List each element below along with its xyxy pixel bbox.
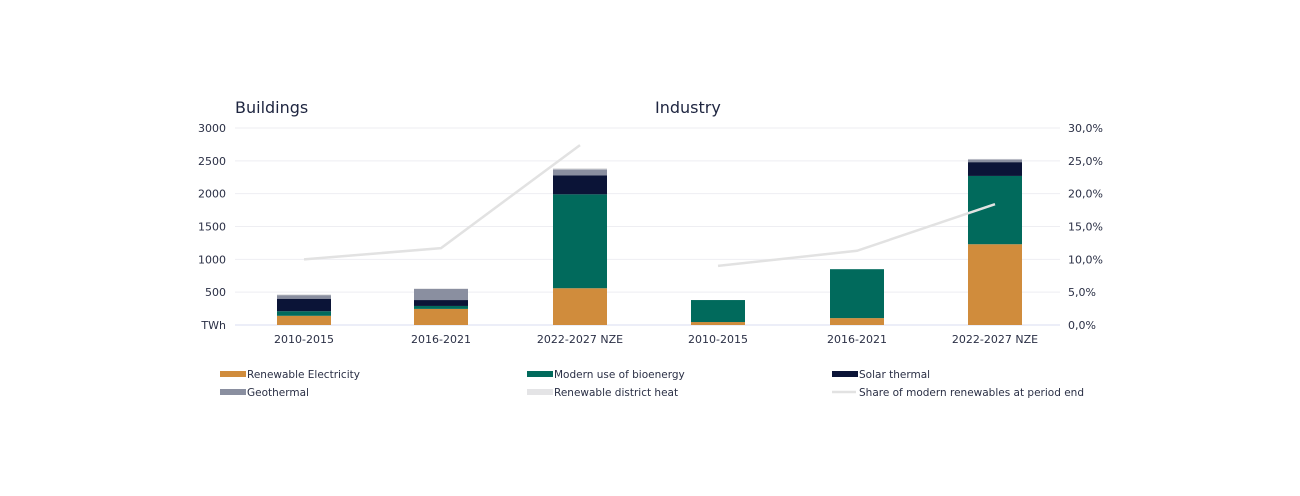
y-left-tick-label: 1500 <box>198 221 226 234</box>
bar-segment <box>830 318 884 325</box>
legend-swatch <box>832 371 858 377</box>
bar-segment <box>277 315 331 325</box>
legend-swatch <box>527 389 553 395</box>
bar-segment <box>691 300 745 323</box>
bar-segment <box>277 295 331 299</box>
bar-segment <box>277 294 331 296</box>
bar-segment <box>968 162 1022 176</box>
legend-label: Geothermal <box>247 387 309 399</box>
bar-segment <box>553 169 607 176</box>
legend-swatch <box>527 371 553 377</box>
bar-segment <box>414 305 468 309</box>
legend-label: Share of modern renewables at period end <box>859 387 1084 399</box>
bar-segment <box>414 288 468 289</box>
bar-segment <box>830 269 884 319</box>
y-right-tick-label: 25,0% <box>1068 155 1103 168</box>
x-tick-label: 2010-2015 <box>688 333 748 346</box>
bar-segment <box>968 158 1022 160</box>
legend-swatch <box>220 371 246 377</box>
x-tick-label: 2022-2027 NZE <box>537 333 623 346</box>
bar-segment <box>553 194 607 289</box>
panel-title: Industry <box>655 98 721 117</box>
legend-label: Renewable Electricity <box>247 369 360 381</box>
y-right-tick-label: 0,0% <box>1068 319 1096 332</box>
y-left-tick-label: 2000 <box>198 188 226 201</box>
bar-segment <box>277 311 331 316</box>
bar-segment <box>277 298 331 312</box>
y-right-tick-label: 30,0% <box>1068 122 1103 135</box>
legend-label: Modern use of bioenergy <box>554 369 685 381</box>
bar-segment <box>691 322 745 325</box>
share-line <box>303 144 581 261</box>
y-right-tick-label: 10,0% <box>1068 253 1103 266</box>
y-right-tick-label: 5,0% <box>1068 286 1096 299</box>
x-tick-label: 2016-2021 <box>411 333 471 346</box>
y-left-tick-label: 1000 <box>198 253 226 266</box>
bar-segment <box>553 288 607 325</box>
y-left-tick-label: 500 <box>205 286 226 299</box>
legend-swatch <box>220 389 246 395</box>
x-tick-label: 2022-2027 NZE <box>952 333 1038 346</box>
bar-segment <box>968 159 1022 163</box>
y-left-tick-label: 3000 <box>198 122 226 135</box>
x-tick-label: 2016-2021 <box>827 333 887 346</box>
bar-segment <box>414 288 468 301</box>
y-right-tick-label: 20,0% <box>1068 188 1103 201</box>
bar-segment <box>553 168 607 170</box>
panel-title: Buildings <box>235 98 308 117</box>
bar-segment <box>414 300 468 306</box>
share-line <box>717 202 996 268</box>
bar-segment <box>414 308 468 325</box>
legend-label: Solar thermal <box>859 369 930 381</box>
legend-label: Renewable district heat <box>554 387 678 399</box>
y-right-tick-label: 15,0% <box>1068 221 1103 234</box>
bar-segment <box>968 244 1022 325</box>
y-left-tick-label: 2500 <box>198 155 226 168</box>
bar-segment <box>553 175 607 195</box>
y-left-tick-label: TWh <box>200 319 226 332</box>
x-tick-label: 2010-2015 <box>274 333 334 346</box>
